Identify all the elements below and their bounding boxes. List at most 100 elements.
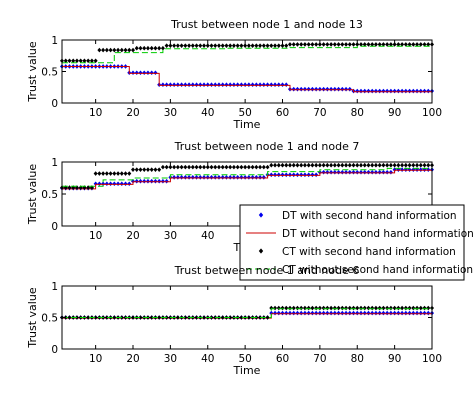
- data-point: [314, 86, 319, 92]
- data-point: [261, 43, 266, 48]
- data-point: [258, 175, 263, 180]
- x-tick-label: 70: [313, 107, 326, 119]
- data-point: [426, 305, 431, 311]
- data-point: [239, 43, 244, 48]
- data-point: [321, 42, 326, 47]
- data-point: [351, 310, 356, 316]
- data-point: [153, 178, 158, 184]
- data-point: [422, 310, 427, 316]
- data-point: [246, 82, 251, 88]
- series-line-dashed: [62, 308, 432, 318]
- data-point: [344, 305, 349, 311]
- data-point: [418, 42, 423, 47]
- data-point: [216, 43, 221, 48]
- data-point: [403, 310, 408, 316]
- data-point: [317, 162, 322, 168]
- data-point: [351, 169, 356, 175]
- y-axis-label: Trust value: [26, 164, 39, 225]
- data-point: [306, 42, 311, 47]
- y-tick-label: 1: [51, 281, 58, 293]
- data-point: [373, 88, 378, 94]
- data-point: [104, 315, 109, 320]
- data-point: [422, 88, 427, 94]
- data-point: [422, 162, 427, 168]
- data-point: [131, 70, 136, 76]
- data-point: [295, 172, 300, 178]
- data-point: [280, 162, 285, 168]
- data-point: [344, 310, 349, 316]
- data-point: [160, 164, 165, 170]
- legend-swatch: [258, 248, 264, 254]
- data-point: [239, 164, 244, 170]
- data-point: [108, 181, 113, 187]
- data-point: [220, 82, 225, 88]
- data-point: [426, 88, 431, 94]
- data-point: [336, 305, 341, 311]
- data-point: [325, 169, 330, 175]
- data-point: [239, 175, 244, 180]
- data-point: [396, 310, 401, 316]
- data-point: [269, 310, 274, 316]
- data-point: [243, 164, 248, 170]
- data-point: [400, 167, 405, 172]
- data-point: [172, 175, 177, 180]
- data-point: [373, 42, 378, 47]
- data-point: [89, 185, 94, 190]
- data-point: [366, 310, 371, 316]
- data-point: [366, 42, 371, 47]
- data-point: [302, 305, 307, 311]
- data-point: [407, 310, 412, 316]
- data-point: [74, 185, 79, 190]
- data-point: [358, 169, 363, 175]
- data-point: [228, 175, 233, 180]
- data-point: [235, 164, 240, 170]
- series-2: [62, 66, 432, 93]
- data-point: [415, 310, 420, 316]
- chart-title: Trust between node 1 and node 6: [174, 264, 360, 277]
- data-point: [149, 70, 154, 76]
- chart-title: Trust between node 1 and node 13: [170, 18, 363, 31]
- series-3: [60, 42, 434, 64]
- data-point: [78, 58, 83, 64]
- data-point: [385, 305, 390, 311]
- data-point: [336, 169, 341, 175]
- data-point: [329, 86, 334, 92]
- data-point: [325, 86, 330, 92]
- series-2: [62, 169, 432, 190]
- data-point: [340, 162, 345, 168]
- data-point: [284, 162, 289, 168]
- data-point: [310, 86, 315, 92]
- data-point: [310, 172, 315, 178]
- data-point: [291, 162, 296, 168]
- data-point: [306, 162, 311, 168]
- data-point: [149, 167, 154, 172]
- data-point: [246, 43, 251, 48]
- data-point: [108, 47, 113, 53]
- legend-box: [239, 204, 465, 281]
- data-point: [377, 305, 382, 311]
- legend-label: CT without second hand information: [282, 264, 473, 276]
- data-point: [97, 181, 102, 187]
- data-point: [366, 88, 371, 94]
- data-point: [385, 310, 390, 316]
- data-point: [157, 315, 162, 320]
- data-point: [194, 315, 199, 320]
- data-point: [273, 310, 278, 316]
- data-point: [131, 315, 136, 320]
- data-point: [254, 164, 259, 170]
- data-point: [198, 82, 203, 88]
- data-point: [164, 178, 169, 184]
- data-point: [276, 43, 281, 48]
- data-point: [269, 162, 274, 168]
- data-point: [213, 82, 218, 88]
- x-tick-label: 40: [201, 230, 214, 242]
- data-point: [321, 310, 326, 316]
- data-point: [377, 42, 382, 47]
- data-point: [396, 162, 401, 168]
- data-point: [329, 42, 334, 47]
- data-point: [231, 164, 236, 170]
- data-point: [231, 82, 236, 88]
- data-point: [284, 43, 289, 48]
- data-point: [310, 305, 315, 311]
- x-tick-label: 90: [388, 107, 401, 119]
